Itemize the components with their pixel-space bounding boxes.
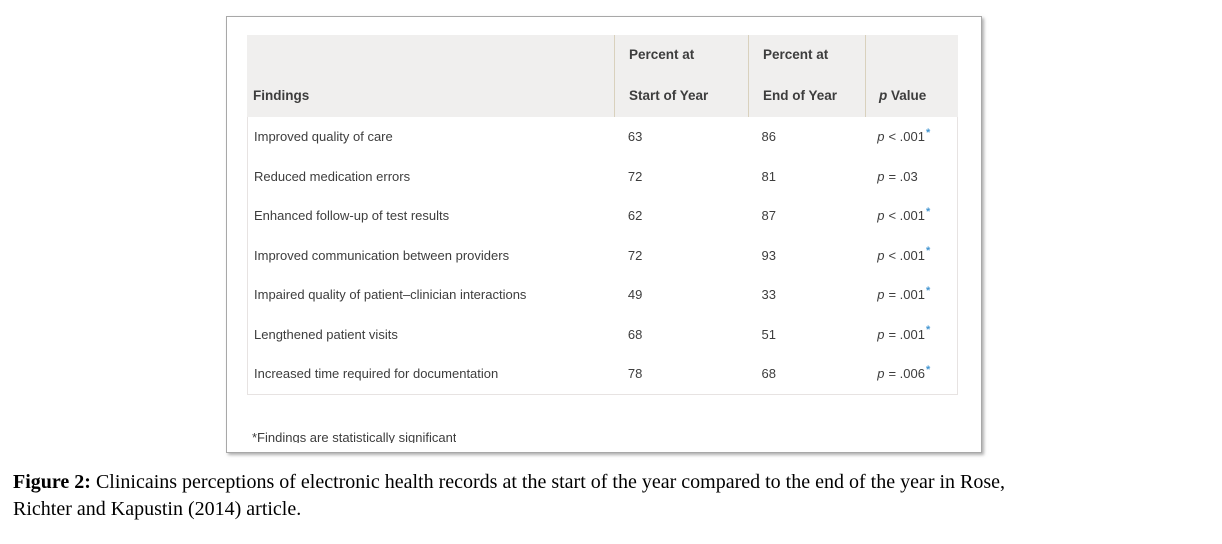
- significance-star: *: [925, 284, 931, 297]
- table-row: Impaired quality of patient–clinician in…: [248, 275, 957, 315]
- p-value-cell: p < .001*: [877, 245, 931, 263]
- header-p-value: p Value: [865, 35, 958, 117]
- significance-star: *: [925, 126, 931, 139]
- header-findings-label: Findings: [253, 88, 310, 103]
- significance-star: *: [925, 245, 931, 258]
- table-header-row: Findings Percent at Start of Year Percen…: [247, 35, 958, 117]
- start-percent-cell: 62: [627, 208, 643, 224]
- header-percent-end-line2: End of Year: [763, 88, 838, 103]
- figure-caption-prefix: Figure 2:: [13, 471, 91, 493]
- header-percent-start-line2: Start of Year: [629, 88, 709, 103]
- table-body: Improved quality of care 63 86 p < .001* …: [247, 117, 958, 395]
- figure-caption-line2: Richter and Kapustin (2014) article.: [13, 498, 302, 520]
- end-percent-cell: 33: [761, 287, 777, 303]
- finding-cell: Enhanced follow-up of test results: [254, 208, 450, 224]
- table-row: Reduced medication errors 72 81 p = .03: [248, 157, 957, 197]
- p-value-cell: p = .001*: [877, 324, 931, 342]
- table-row: Improved communication between providers…: [248, 236, 957, 276]
- p-value-cell: p = .03: [877, 168, 918, 184]
- p-value-cell: p = .001*: [877, 284, 931, 303]
- header-percent-start: Percent at Start of Year: [614, 35, 748, 117]
- end-percent-cell: 68: [761, 366, 777, 382]
- start-percent-cell: 78: [627, 366, 643, 382]
- start-percent-cell: 72: [627, 168, 643, 184]
- end-percent-cell: 86: [761, 129, 777, 145]
- p-value-cell: p < .001*: [877, 205, 931, 224]
- header-percent-end: Percent at End of Year: [748, 35, 865, 117]
- table-row: Enhanced follow-up of test results 62 87…: [248, 196, 957, 236]
- significance-star: *: [925, 205, 931, 218]
- table-row: Lengthened patient visits 68 51 p = .001*: [248, 315, 957, 355]
- figure-caption: Figure 2: Clinicains perceptions of elec…: [13, 469, 1213, 523]
- finding-cell: Reduced medication errors: [254, 168, 411, 184]
- header-p-value-label: p Value: [879, 88, 927, 103]
- findings-table: Findings Percent at Start of Year Percen…: [247, 35, 958, 395]
- start-percent-cell: 49: [627, 287, 643, 303]
- start-percent-cell: 72: [627, 247, 643, 263]
- p-value-cell: p = .006*: [877, 363, 931, 382]
- figure-caption-line1: Figure 2: Clinicains perceptions of elec…: [13, 471, 1006, 493]
- embedded-table-viewport[interactable]: Findings Percent at Start of Year Percen…: [226, 16, 982, 453]
- end-percent-cell: 81: [761, 168, 777, 184]
- significance-star: *: [925, 363, 931, 376]
- table-footnote: *Findings are statistically significant: [252, 430, 457, 443]
- header-percent-start-line1: Percent at: [629, 47, 695, 62]
- finding-cell: Improved quality of care: [254, 129, 393, 145]
- end-percent-cell: 87: [761, 208, 777, 224]
- end-percent-cell: 51: [761, 326, 777, 342]
- table-row: Improved quality of care 63 86 p < .001*: [248, 117, 957, 157]
- table-row: Increased time required for documentatio…: [248, 354, 957, 394]
- p-value-cell: p < .001*: [877, 126, 931, 145]
- header-percent-end-line1: Percent at: [763, 47, 829, 62]
- finding-cell: Impaired quality of patient–clinician in…: [254, 287, 527, 303]
- start-percent-cell: 63: [627, 129, 643, 145]
- header-findings: Findings: [247, 35, 614, 117]
- end-percent-cell: 93: [761, 247, 777, 263]
- finding-cell: Lengthened patient visits: [254, 326, 398, 342]
- finding-cell: Improved communication between providers: [254, 247, 510, 263]
- significance-star: *: [925, 324, 931, 337]
- start-percent-cell: 68: [627, 326, 643, 342]
- finding-cell: Increased time required for documentatio…: [254, 366, 499, 382]
